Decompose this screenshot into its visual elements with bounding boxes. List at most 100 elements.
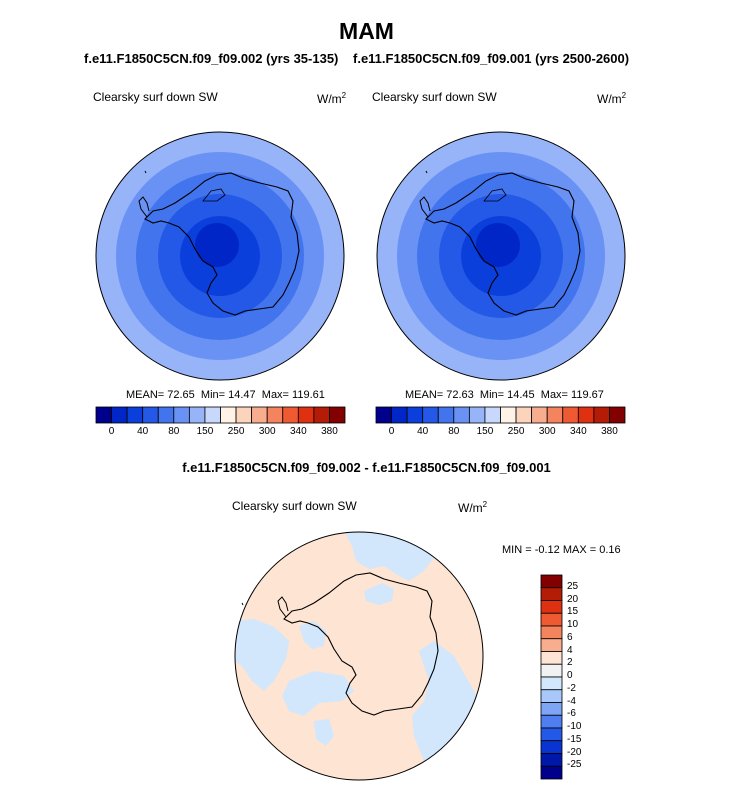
colorbar-tick-label: 340 <box>289 426 307 437</box>
colorbar-swatch <box>437 406 455 424</box>
case-title-left: f.e11.F1850C5CN.f09_f09.002 (yrs 35-135) <box>84 51 339 66</box>
colorbar-swatch <box>540 765 563 780</box>
diff-negative-region-weddell <box>364 583 394 605</box>
colorbar-swatch <box>95 406 112 424</box>
min-value-left: Min= 14.47 <box>200 389 256 401</box>
colorbar-swatch <box>220 406 237 424</box>
diff-negative-region-southwest <box>282 671 354 716</box>
colorbar-tick-label: 0 <box>567 670 573 681</box>
diff-minmax: MIN = -0.12 MAX = 0.16 <box>502 544 621 556</box>
max-value-right: Max= 119.67 <box>540 389 604 401</box>
colorbar-swatch <box>142 406 159 424</box>
colorbar-tick-label: -20 <box>567 746 582 758</box>
colorbar-tick-label: 380 <box>601 426 618 437</box>
polar-map-left <box>95 131 345 381</box>
colorbar-swatch <box>406 406 424 424</box>
colorbar-swatch <box>375 406 392 424</box>
colorbar-swatch <box>577 406 595 424</box>
antarctic-peninsula <box>419 196 431 218</box>
colorbar-tick-label: -10 <box>567 721 582 732</box>
colorbar-tick-label: 300 <box>538 426 556 437</box>
ice-shelf-outline <box>202 188 226 202</box>
colorbar-swatch <box>282 406 299 424</box>
colorbar-tick-label: 6 <box>567 631 573 643</box>
colorbar-swatch <box>468 406 486 424</box>
colorbar-swatch <box>453 406 470 424</box>
map-border <box>95 131 345 381</box>
colorbar-tick-label: 380 <box>321 426 338 437</box>
case-title-right: f.e11.F1850C5CN.f09_f09.001 (yrs 2500-26… <box>353 51 630 66</box>
ring-band-center <box>476 223 520 267</box>
colorbar-tick-label: 150 <box>476 426 494 437</box>
colorbar-tick-label: 340 <box>569 426 587 437</box>
colorbar-swatch <box>188 406 206 424</box>
colorbar-tick-label: 250 <box>507 426 525 437</box>
colorbar-difference <box>540 574 563 780</box>
colorbar-tick-label: 0 <box>388 426 395 437</box>
min-value-right: Min= 14.45 <box>479 389 535 401</box>
colorbar-swatch <box>540 638 563 652</box>
colorbar-swatch <box>126 406 144 424</box>
main-title: MAM <box>339 18 394 44</box>
units-label-right: W/m2 <box>597 91 627 107</box>
colorbar-tick-label: -15 <box>567 733 582 745</box>
mean-value-right: MEAN= 72.63 <box>405 389 474 401</box>
colorbar-swatch <box>204 406 221 424</box>
colorbar-swatch <box>313 406 330 424</box>
colorbar-tick-label: 4 <box>567 644 573 656</box>
colorbar-swatch <box>540 600 563 614</box>
colorbar-swatch <box>266 406 284 424</box>
island-outline <box>425 170 428 174</box>
antarctic-peninsula <box>138 196 150 218</box>
colorbar-swatch <box>422 406 439 424</box>
polar-map-difference <box>234 531 484 781</box>
colorbar-swatch <box>540 753 563 767</box>
ring-band-center <box>195 223 239 267</box>
colorbar-tick-label: -6 <box>567 708 576 720</box>
colorbar-swatch <box>297 406 315 424</box>
antarctica-coastline <box>144 172 300 316</box>
colorbar-left <box>95 406 346 424</box>
colorbar-swatch <box>540 702 563 716</box>
colorbar-tick-label: 15 <box>567 606 579 618</box>
colorbar-swatch <box>562 406 579 424</box>
colorbar-swatch <box>484 406 501 424</box>
colorbar-swatch <box>329 406 346 424</box>
map-border <box>234 531 484 781</box>
colorbar-right <box>375 406 626 424</box>
colorbar-swatch <box>531 406 548 424</box>
colorbar-swatch <box>540 740 563 754</box>
colorbar-swatch <box>157 406 175 424</box>
max-value-left: Max= 119.61 <box>261 389 325 401</box>
ice-shelf-outline <box>483 188 507 202</box>
colorbar-swatch <box>546 406 564 424</box>
colorbar-swatch <box>540 574 563 589</box>
colorbar-right-ticks: 0 40 80 150 250 300 340 380 <box>376 426 625 440</box>
colorbar-tick-label: 0 <box>108 426 115 437</box>
colorbar-tick-label: 80 <box>448 426 460 437</box>
colorbar-swatch <box>391 406 408 424</box>
colorbar-swatch <box>251 406 268 424</box>
colorbar-swatch <box>540 651 563 665</box>
island-outline <box>241 602 244 606</box>
difference-title: f.e11.F1850C5CN.f09_f09.002 - f.e11.F185… <box>182 460 551 475</box>
colorbar-swatch <box>540 727 563 742</box>
colorbar-tick-label: 80 <box>168 426 180 437</box>
colorbar-tick-label: -2 <box>567 682 576 694</box>
colorbar-swatch <box>500 406 517 424</box>
antarctica-coastline <box>425 172 581 316</box>
diff-negative-region-west <box>235 619 289 691</box>
colorbar-swatch <box>235 406 253 424</box>
colorbar-tick-label: 40 <box>417 426 429 437</box>
colorbar-swatch <box>540 612 563 627</box>
colorbar-tick-label: 40 <box>137 426 149 437</box>
variable-label-left: Clearsky surf down SW <box>93 90 218 104</box>
colorbar-tick-label: 25 <box>567 580 579 592</box>
colorbar-swatch <box>609 406 626 424</box>
variable-label-right: Clearsky surf down SW <box>372 90 497 104</box>
units-label-left: W/m2 <box>317 91 347 107</box>
colorbar-swatch <box>540 587 563 601</box>
colorbar-tick-label: 300 <box>258 426 276 437</box>
colorbar-swatch <box>540 625 563 640</box>
colorbar-swatch <box>540 714 563 729</box>
